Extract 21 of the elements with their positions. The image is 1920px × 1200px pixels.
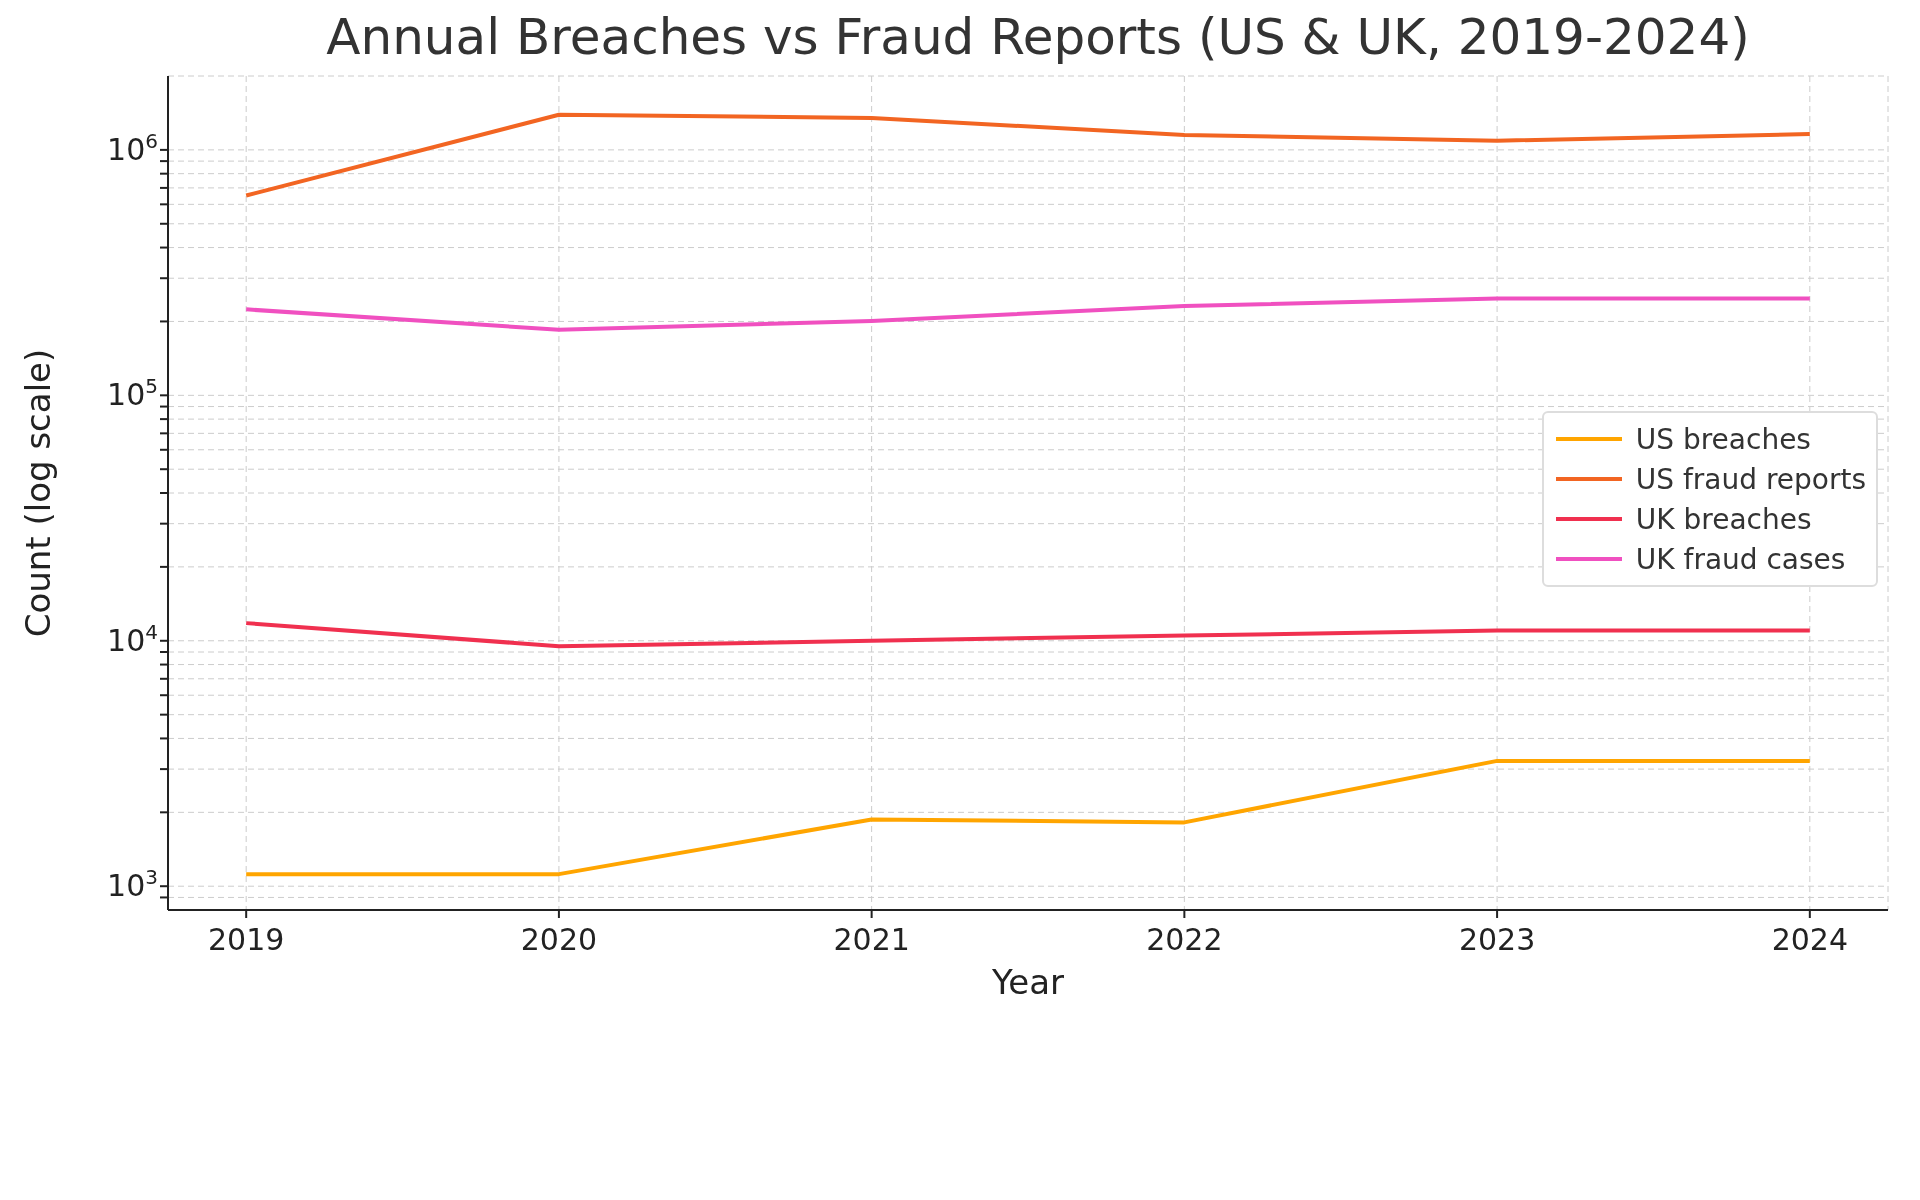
line-series xyxy=(244,758,1812,877)
line-series xyxy=(244,296,1812,332)
x-tick-label: 2023 xyxy=(1458,922,1536,957)
x-tick-label: 2019 xyxy=(208,922,285,957)
x-tick-label: 2024 xyxy=(1771,922,1848,957)
y-tick-label: 10$^{4}$ xyxy=(107,619,158,658)
line-series xyxy=(244,621,1812,649)
x-axis-title: Year xyxy=(991,962,1065,1003)
line-series xyxy=(244,112,1812,198)
legend-label: UK fraud cases xyxy=(1635,542,1846,576)
legend-label: US breaches xyxy=(1635,422,1811,456)
y-tick-label: 10$^{5}$ xyxy=(107,374,158,413)
legend-label: US fraud reports xyxy=(1635,462,1866,496)
y-axis-title: Count (log scale) xyxy=(18,348,59,638)
x-tick-label: 2022 xyxy=(1146,922,1223,957)
chart-title: Annual Breaches vs Fraud Reports (US & UK, 2019-2024) xyxy=(325,8,1751,66)
y-tick-label: 10$^{3}$ xyxy=(107,865,158,904)
y-tick-label: 10$^{6}$ xyxy=(107,128,158,167)
x-tick-label: 2020 xyxy=(520,922,598,957)
legend-label: UK breaches xyxy=(1635,502,1812,536)
x-tick-label: 2021 xyxy=(833,922,910,957)
